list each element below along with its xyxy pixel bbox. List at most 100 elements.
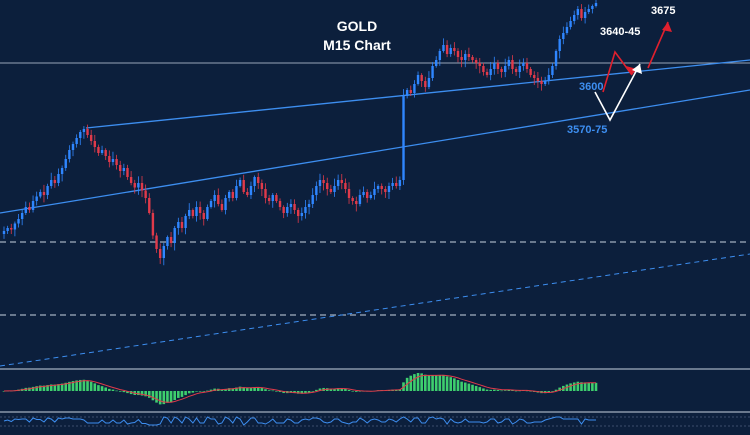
histogram-bar (525, 390, 529, 392)
histogram-bar (583, 382, 587, 391)
histogram-bar (511, 390, 514, 391)
bullish-candle (358, 195, 362, 204)
bullish-candle (413, 84, 416, 93)
histogram-bar (300, 391, 304, 394)
bearish-candle (180, 222, 184, 228)
histogram-bar (307, 391, 311, 393)
arrowhead-icon (632, 64, 642, 74)
bullish-candle (594, 3, 598, 6)
bearish-candle (456, 51, 460, 57)
chart-subtitle: M15 Chart (323, 37, 391, 53)
histogram-bar (344, 388, 347, 391)
bullish-candle (289, 204, 293, 207)
bearish-candle (409, 90, 412, 93)
histogram-bar (518, 390, 522, 392)
channel-lower-trendline (0, 89, 750, 214)
bullish-candle (166, 237, 169, 246)
histogram-bar (249, 387, 253, 391)
bearish-candle (525, 63, 529, 69)
histogram-bar (503, 390, 507, 391)
bullish-candle (522, 63, 525, 66)
bullish-candle (391, 183, 394, 186)
histogram-bar (471, 384, 474, 391)
bullish-candle (398, 180, 402, 186)
bearish-candle (264, 189, 267, 198)
bearish-candle (282, 207, 285, 213)
bullish-candle (583, 12, 587, 18)
bearish-candle (28, 207, 31, 210)
histogram-bar (75, 380, 78, 391)
histogram-bar (147, 391, 151, 398)
histogram-bar (493, 389, 496, 391)
bearish-candle (202, 213, 205, 219)
histogram-bar (547, 391, 551, 393)
bearish-candle (198, 207, 202, 213)
histogram-bar (39, 385, 42, 391)
bearish-candle (10, 228, 13, 230)
bullish-candle (60, 168, 64, 174)
histogram-bar (409, 375, 413, 391)
histogram-bar (2, 391, 6, 392)
histogram-bar (108, 388, 111, 391)
histogram-bar (351, 390, 354, 392)
histogram-bar (271, 390, 275, 392)
histogram-bar (151, 391, 155, 401)
histogram-bar (195, 391, 198, 392)
histogram-bar (169, 391, 173, 403)
histogram-bar (551, 391, 554, 392)
bullish-candle (122, 168, 126, 171)
bullish-candle (405, 90, 409, 96)
histogram-bar (358, 391, 362, 392)
bearish-candle (158, 249, 162, 258)
bearish-candle (474, 60, 478, 63)
bullish-candle (376, 186, 380, 189)
bearish-candle (126, 168, 129, 177)
bullish-candle (31, 201, 35, 210)
bearish-candle (140, 183, 144, 191)
bullish-candle (504, 66, 507, 72)
bullish-candle (271, 195, 274, 201)
bearish-candle (355, 201, 358, 204)
histogram-bar (28, 387, 31, 391)
bullish-candle (162, 246, 166, 258)
bearish-candle (420, 75, 423, 81)
bullish-candle (111, 159, 115, 162)
bullish-candle (507, 60, 511, 66)
bullish-candle (318, 180, 322, 186)
histogram-bar (267, 390, 271, 391)
bearish-candle (155, 235, 158, 249)
annotation-support-label: 3570-75 (567, 124, 607, 136)
histogram-bar (333, 388, 336, 391)
bearish-candle (384, 189, 387, 192)
bullish-candle (543, 81, 547, 84)
long-term-dashed-trendline (0, 253, 750, 367)
bullish-candle (39, 192, 42, 197)
bearish-candle (478, 63, 481, 66)
bullish-candle (558, 39, 561, 51)
histogram-bar (253, 387, 256, 391)
histogram-bar (144, 391, 147, 397)
histogram-bar (198, 391, 202, 392)
histogram-bar (438, 375, 442, 391)
bullish-candle (235, 186, 238, 198)
annotation-target-label: 3675 (651, 5, 675, 17)
bullish-candle (46, 186, 49, 195)
histogram-bar (474, 385, 478, 391)
bearish-candle (151, 213, 155, 236)
bullish-candle (373, 189, 376, 195)
bullish-candle (100, 150, 104, 153)
bullish-candle (449, 48, 452, 54)
histogram-bar (140, 391, 144, 396)
bullish-candle (362, 192, 365, 195)
histogram-bar (53, 384, 57, 391)
bearish-candle (119, 165, 122, 171)
histogram-bar (569, 383, 572, 391)
bullish-candle (17, 219, 20, 224)
histogram-bar (68, 381, 71, 391)
histogram-bar (318, 388, 322, 391)
bullish-candle (238, 180, 242, 186)
histogram-bar (416, 373, 420, 391)
bullish-candle (224, 198, 227, 210)
histogram-bar (463, 382, 467, 391)
bullish-candle (184, 216, 187, 228)
